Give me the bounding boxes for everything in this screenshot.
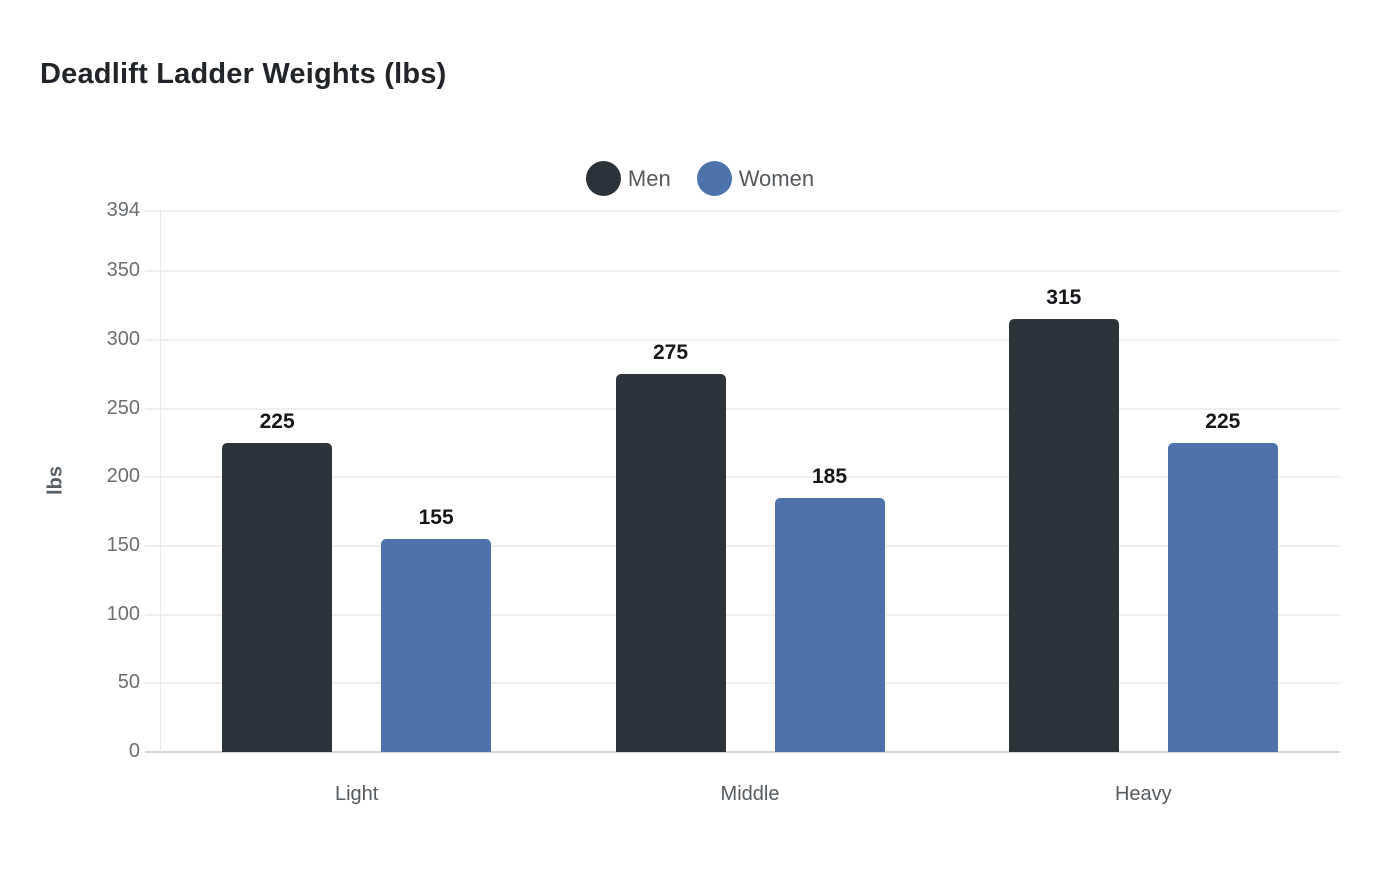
y-axis-line [160,211,161,752]
bar-value-label: 225 [1205,410,1241,434]
legend-swatch-icon [696,161,732,196]
x-tick-label-middle: Middle [720,783,780,805]
gridline [145,613,1340,616]
gridline [145,407,1340,410]
bar-women-heavy[interactable] [1167,443,1278,752]
bar-women-middle[interactable] [774,497,885,752]
bar-value-label: 275 [652,341,689,365]
y-tick-label: 350 [106,259,140,282]
legend-label: Women [738,165,815,191]
gridline [145,476,1340,479]
y-tick-label: 394 [106,199,140,221]
gridline [145,545,1340,548]
gridline [145,270,1340,273]
bar-men-heavy[interactable] [1008,319,1119,752]
y-tick-label: 150 [106,534,140,557]
bar-value-label: 225 [259,410,295,434]
gridline [145,339,1340,342]
bar-value-label: 155 [418,506,454,530]
x-tick-label-light: Light [334,783,379,805]
bar-women-light[interactable] [381,539,492,752]
y-tick-label: 0 [128,740,140,762]
legend-label: Men [627,165,671,191]
x-axis-baseline [145,751,1340,753]
y-axis-title: lbs [44,466,67,495]
legend: Men Women [0,161,1400,196]
bar-value-label: 315 [1046,286,1082,310]
legend-item-men[interactable]: Men [585,161,671,196]
legend-item-women[interactable]: Women [696,161,815,196]
chart-title: Deadlift Ladder Weights (lbs) [40,58,447,90]
y-tick-label: 50 [117,671,140,694]
y-tick-label: 250 [106,396,140,419]
gridline [145,210,1340,212]
legend-swatch-icon [585,161,621,196]
bar-value-label: 185 [811,464,848,488]
gridline [145,682,1340,685]
y-tick-label: 300 [106,328,140,351]
x-tick-label-heavy: Heavy [1114,783,1172,805]
bar-men-middle[interactable] [615,374,726,752]
bar-men-light[interactable] [222,443,333,752]
y-tick-label: 100 [106,602,140,625]
y-tick-label: 200 [106,465,140,488]
